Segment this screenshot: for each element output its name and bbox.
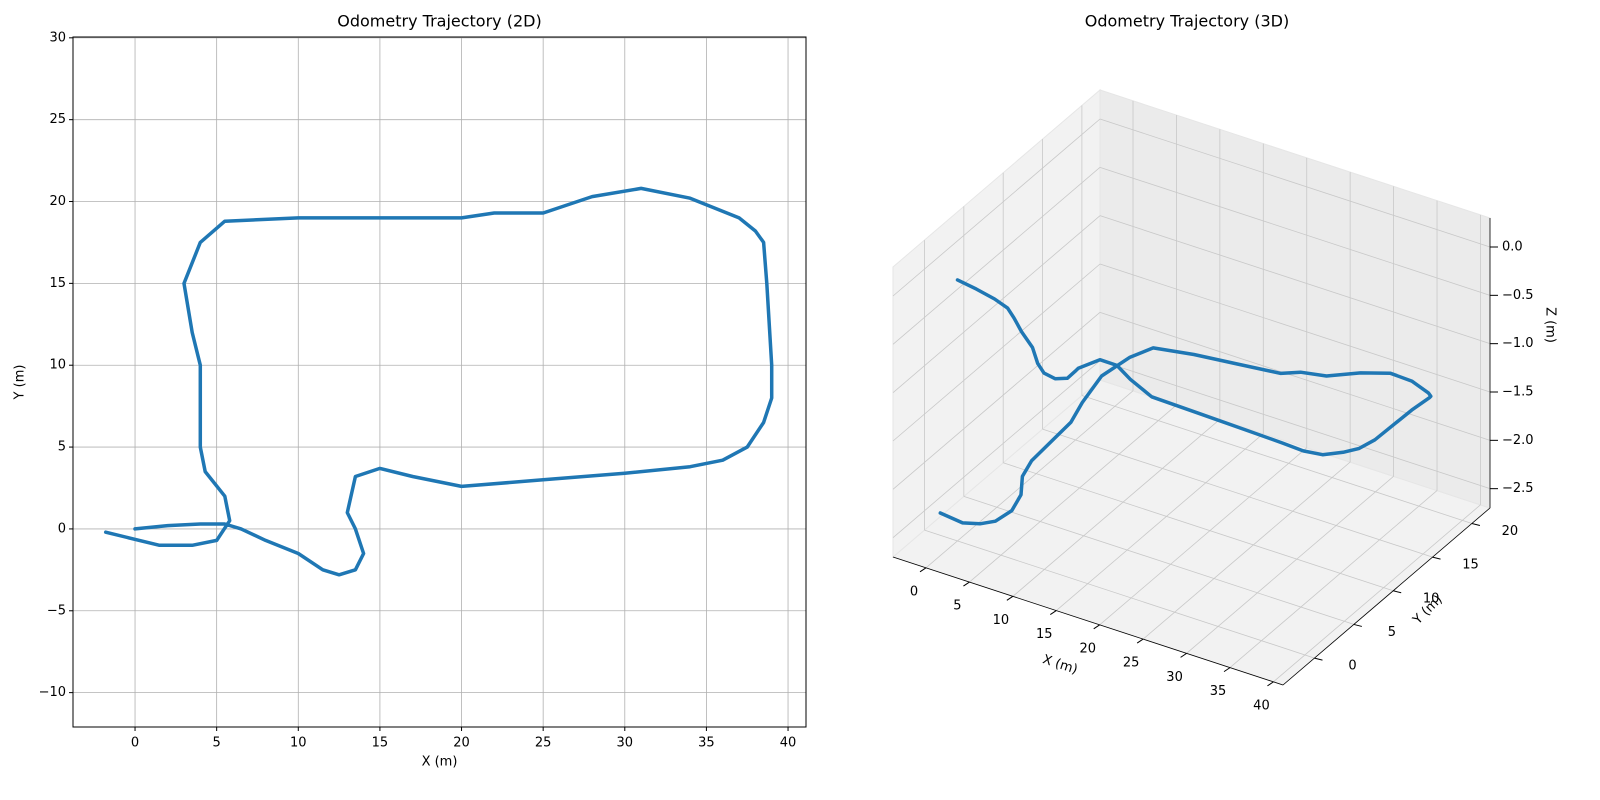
y-axis bbox=[1282, 507, 1491, 686]
grid-line bbox=[924, 529, 1315, 659]
grid-line bbox=[1099, 215, 1491, 345]
trajectory-line bbox=[103, 186, 774, 577]
x-tick-label: 25 bbox=[535, 736, 552, 751]
grid-line bbox=[969, 404, 1177, 583]
x-tick bbox=[1180, 652, 1187, 658]
grid-line bbox=[892, 263, 1101, 442]
grid-line bbox=[925, 390, 1134, 569]
x-tick-label: 20 bbox=[1079, 641, 1096, 656]
z-tick-label: −0.5 bbox=[1502, 288, 1534, 303]
y-tick-label: 5 bbox=[1388, 625, 1396, 640]
y-tick-label: 15 bbox=[1462, 558, 1479, 573]
trajectory-line bbox=[938, 278, 1433, 526]
grid-line bbox=[1012, 419, 1221, 597]
x-tick-label: 40 bbox=[1253, 698, 1270, 713]
grid-line bbox=[1099, 263, 1491, 393]
x-tick bbox=[1006, 595, 1014, 601]
y-tick bbox=[1471, 522, 1481, 526]
grid-line bbox=[1099, 447, 1307, 626]
x-tick bbox=[1050, 610, 1057, 616]
y-tick-label: 0 bbox=[1348, 659, 1356, 674]
x-tick-label: 40 bbox=[780, 736, 797, 751]
grid-line bbox=[892, 167, 1101, 345]
y-tick-label: −5 bbox=[47, 603, 66, 618]
y-tick-label: 0 bbox=[58, 521, 66, 536]
x-tick bbox=[1093, 624, 1101, 630]
y-tick-label: 20 bbox=[49, 194, 66, 209]
z-tick-label: −1.5 bbox=[1502, 385, 1534, 400]
grid-line bbox=[892, 215, 1101, 393]
y-tick bbox=[1393, 590, 1402, 594]
x-tick-label: 20 bbox=[453, 736, 470, 751]
grid-line bbox=[1229, 490, 1438, 668]
grid-line bbox=[963, 496, 1354, 625]
x-tick-label: 15 bbox=[1036, 627, 1053, 642]
y-tick-label: −10 bbox=[39, 685, 66, 700]
grid-line bbox=[1099, 118, 1491, 248]
x-tick bbox=[1267, 681, 1274, 687]
z-tick-label: −2.5 bbox=[1502, 481, 1534, 496]
y-tick bbox=[1432, 556, 1441, 560]
x-tick-label: 10 bbox=[993, 613, 1010, 628]
x-axis-label: X (m) bbox=[1041, 652, 1080, 677]
x-tick-label: 5 bbox=[213, 736, 221, 751]
chart-title: Odometry Trajectory (2D) bbox=[337, 12, 541, 31]
y-tick bbox=[1314, 657, 1323, 661]
grid-line bbox=[1186, 476, 1394, 654]
y-tick-label: 25 bbox=[49, 112, 66, 127]
grid-line bbox=[1099, 166, 1491, 296]
x-tick-label: 10 bbox=[290, 736, 307, 751]
z-axis-label: Z (m) bbox=[1543, 307, 1558, 343]
x-tick-label: 30 bbox=[1166, 670, 1183, 685]
grid-line bbox=[1003, 462, 1394, 592]
x-tick-label: 35 bbox=[698, 736, 715, 751]
x-axis-label: X (m) bbox=[422, 755, 458, 770]
x-tick-label: 35 bbox=[1210, 684, 1227, 699]
grid-line bbox=[1056, 433, 1264, 611]
grid-line bbox=[892, 118, 1101, 297]
grid-line bbox=[1099, 311, 1491, 441]
y-tick-label: 15 bbox=[49, 276, 66, 291]
x-tick-label: 15 bbox=[372, 736, 389, 751]
grid-line bbox=[892, 360, 1101, 538]
z-tick-label: −1.0 bbox=[1502, 336, 1534, 351]
x-tick bbox=[1223, 667, 1231, 673]
y-axis-label: Y (m) bbox=[13, 365, 28, 401]
x-tick bbox=[1136, 638, 1144, 644]
grid-line bbox=[1042, 428, 1433, 558]
x-axis bbox=[892, 556, 1284, 686]
y-tick-label: 5 bbox=[58, 440, 66, 455]
x-tick bbox=[919, 567, 927, 573]
plot-frame bbox=[72, 36, 807, 728]
x-tick-label: 0 bbox=[910, 584, 918, 599]
chart-title: Odometry Trajectory (3D) bbox=[1085, 12, 1289, 31]
grid-line bbox=[1081, 395, 1473, 524]
x-tick-label: 30 bbox=[617, 736, 634, 751]
grid-line bbox=[1099, 360, 1491, 490]
y-tick-label: 10 bbox=[49, 358, 66, 373]
x-tick-label: 5 bbox=[953, 599, 961, 614]
y-tick bbox=[1353, 623, 1362, 627]
x-tick-label: 0 bbox=[131, 736, 139, 751]
x-tick-label: 25 bbox=[1123, 656, 1140, 671]
grid-line bbox=[1142, 461, 1351, 640]
grid-line bbox=[892, 312, 1101, 490]
grid-line bbox=[1273, 504, 1481, 683]
y-tick-label: 10 bbox=[1423, 591, 1440, 606]
z-tick-label: 0.0 bbox=[1502, 240, 1523, 255]
y-tick-label: 20 bbox=[1502, 524, 1519, 539]
x-tick bbox=[963, 581, 970, 587]
z-tick-label: −2.0 bbox=[1502, 433, 1534, 448]
y-tick-label: 30 bbox=[49, 30, 66, 45]
